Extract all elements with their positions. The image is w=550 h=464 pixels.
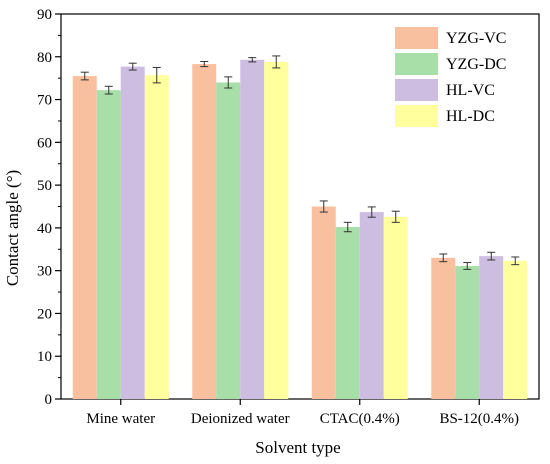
legend-label: HL-VC: [446, 82, 495, 99]
legend: YZG-VC YZG-DC HL-VC HL-DC: [395, 27, 506, 127]
bar-yzg-vc: [431, 257, 456, 399]
y-tick-label: 30: [37, 264, 52, 280]
legend-swatch: [395, 105, 438, 127]
bar-hl-dc: [264, 61, 289, 400]
legend-label: YZG-VC: [446, 30, 506, 47]
y-tick-label: 50: [37, 178, 52, 194]
bar-hl-dc: [383, 216, 408, 399]
x-tick-label: CTAC(0.4%): [320, 411, 400, 427]
bar-hl-vc: [359, 212, 384, 399]
y-axis-title: Contact angle (°): [3, 170, 22, 286]
legend-label: HL-DC: [446, 108, 495, 125]
y-tick-label: 10: [37, 349, 52, 365]
y-tick-label: 20: [37, 306, 52, 322]
bar-yzg-vc: [192, 64, 217, 400]
y-tick-label: 40: [37, 221, 52, 237]
y-tick-label: 90: [37, 7, 52, 23]
x-axis-title: Solvent type: [255, 438, 340, 457]
y-tick-label: 70: [37, 93, 52, 109]
bar-hl-vc: [479, 256, 504, 399]
bar-yzg-dc: [216, 82, 241, 399]
legend-swatch: [395, 79, 438, 101]
bar-yzg-dc: [335, 227, 360, 399]
bar-hl-dc: [503, 260, 528, 399]
bar-yzg-dc: [96, 90, 121, 400]
bar-yzg-vc: [311, 206, 336, 399]
legend-label: YZG-DC: [446, 56, 506, 73]
bar-yzg-dc: [455, 265, 480, 399]
y-tick-label: 60: [37, 135, 52, 151]
x-tick-label: Deionized water: [191, 411, 290, 427]
bar-hl-vc: [240, 59, 265, 400]
legend-swatch: [395, 27, 438, 49]
legend-swatch: [395, 53, 438, 75]
x-tick-label: BS-12(0.4%): [439, 411, 519, 427]
x-tick-label: Mine water: [86, 411, 155, 427]
y-tick-label: 0: [45, 392, 53, 408]
bar-yzg-vc: [72, 76, 97, 400]
bar-hl-dc: [144, 75, 169, 399]
plot-area: 0 10 20 30 40 50 60 70 80 90 Mine water Deionized w…: [37, 7, 540, 427]
bar-hl-vc: [120, 66, 145, 399]
y-tick-label: 80: [37, 50, 52, 66]
